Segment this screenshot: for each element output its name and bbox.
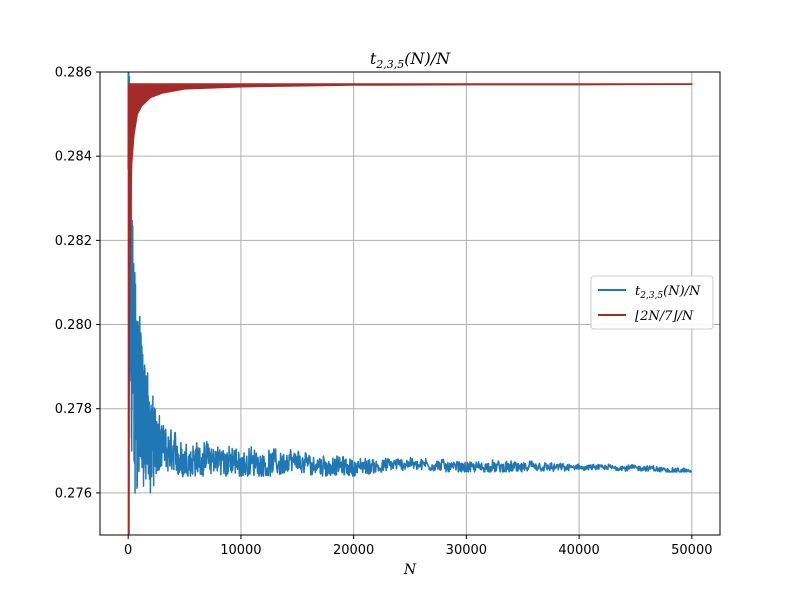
x-axis-label: N xyxy=(403,562,417,578)
y-tick-label: 0.286 xyxy=(55,66,92,81)
x-axis-ticks: 0 10000 20000 30000 40000 50000 xyxy=(124,535,712,558)
x-tick-label: 40000 xyxy=(558,543,599,558)
legend-label: t2,3,5(N)/N xyxy=(635,284,701,301)
legend: t2,3,5(N)/N ⌊2N/7⌋/N xyxy=(590,275,714,330)
y-tick-label: 0.276 xyxy=(55,486,92,501)
series-t235-line xyxy=(127,72,693,494)
x-tick-label: 50000 xyxy=(671,543,712,558)
legend-label: ⌊2N/7⌋/N xyxy=(635,309,694,324)
x-tick-label: 20000 xyxy=(333,543,374,558)
x-tick-label: 0 xyxy=(124,543,132,558)
y-axis-ticks: 0.276 0.278 0.280 0.282 0.284 0.286 xyxy=(55,66,100,501)
y-tick-label: 0.278 xyxy=(55,402,92,417)
plot-area xyxy=(127,72,693,535)
series-floor-band xyxy=(128,83,693,535)
y-tick-label: 0.284 xyxy=(55,150,92,165)
y-tick-label: 0.282 xyxy=(55,234,92,249)
x-tick-label: 30000 xyxy=(446,543,487,558)
plot-frame xyxy=(99,71,721,536)
x-tick-label: 10000 xyxy=(220,543,261,558)
y-tick-label: 0.280 xyxy=(55,318,92,333)
